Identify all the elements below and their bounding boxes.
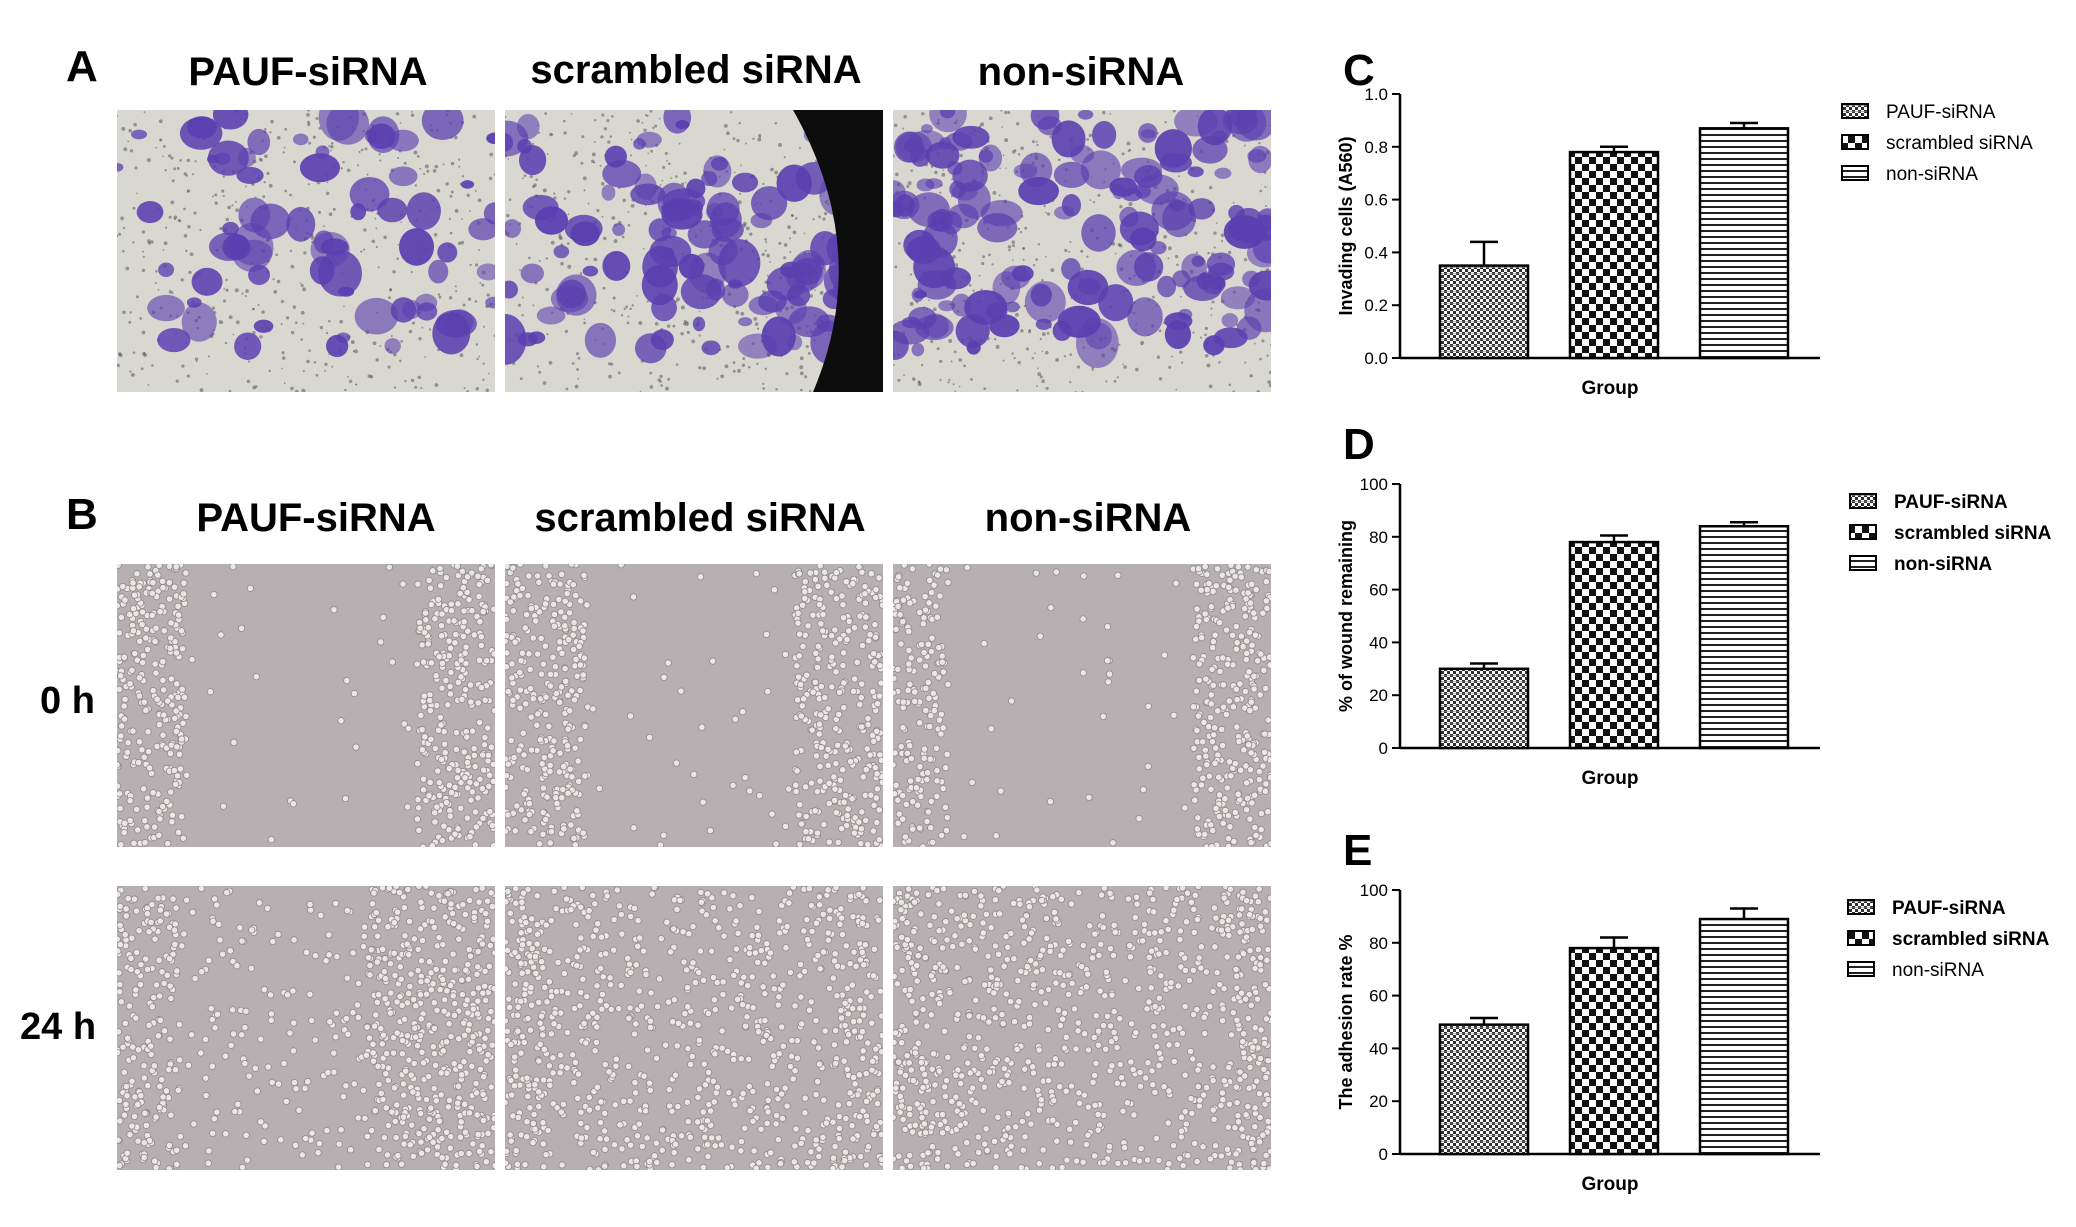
y-tick-label: 80	[1369, 934, 1388, 953]
legend-label-2: non-siRNA	[1892, 960, 1984, 981]
bar-2	[1698, 524, 1790, 750]
invasion-micrograph-non	[893, 110, 1271, 392]
legend-label-0: PAUF-siRNA	[1892, 898, 2006, 919]
y-axis-label: % of wound remaining	[1336, 520, 1356, 712]
panel-e-label: E	[1343, 826, 1373, 875]
invasion-micrograph-scrambled	[505, 110, 883, 392]
panel-b-title-non: non-siRNA	[984, 496, 1192, 540]
y-tick-label: 40	[1369, 1039, 1388, 1058]
y-axis-label: Invading cells (A560)	[1336, 136, 1356, 315]
y-axis-label: The adhesion rate %	[1336, 934, 1356, 1109]
x-axis-label: Group	[1582, 378, 1639, 399]
x-axis-label: Group	[1582, 768, 1639, 789]
y-tick-label: 0.4	[1364, 243, 1388, 262]
panel-a-label: A	[66, 42, 98, 91]
panel-a-title-non: non-siRNA	[977, 50, 1185, 94]
wound-bar-chart: 0 20 40 60 80 100 Group % of wound remaining PAU…	[1336, 475, 2052, 789]
wound-micrograph-scrambled-0h	[505, 564, 883, 847]
row-label-0h: 0 h	[40, 680, 95, 722]
row-label-24h: 24 h	[20, 1006, 97, 1048]
y-tick-label: 0.0	[1364, 349, 1388, 368]
y-tick-label: 0	[1379, 739, 1388, 758]
bar-2	[1698, 917, 1790, 1156]
legend-swatch-0	[1849, 493, 1877, 509]
legend-swatch-2	[1841, 165, 1869, 181]
legend-swatch-0	[1841, 103, 1869, 119]
bar-1	[1568, 150, 1660, 360]
bar-0	[1438, 264, 1530, 360]
wound-micrograph-pauf-0h	[117, 564, 495, 847]
legend-swatch-1	[1849, 524, 1877, 540]
wound-micrograph-non-24h	[893, 886, 1271, 1170]
invasion-micrograph-pauf	[117, 110, 495, 392]
wound-micrograph-non-0h	[893, 564, 1271, 847]
legend-swatch-1	[1841, 134, 1869, 150]
y-tick-label: 60	[1369, 987, 1388, 1006]
legend-swatch-2	[1849, 555, 1877, 571]
legend-label-2: non-siRNA	[1886, 164, 1978, 185]
y-tick-label: 100	[1360, 475, 1388, 494]
legend-label-2: non-siRNA	[1894, 554, 1992, 575]
wound-micrograph-scrambled-24h	[505, 886, 883, 1170]
panel-a-title-pauf: PAUF-siRNA	[188, 50, 428, 94]
y-tick-label: 0	[1379, 1145, 1388, 1164]
adhesion-bar-chart: 0 20 40 60 80 100 Group The adhesion rate % PAUF…	[1336, 881, 2050, 1195]
bar-1	[1568, 540, 1660, 750]
y-tick-label: 0.6	[1364, 191, 1388, 210]
panel-b-title-pauf: PAUF-siRNA	[196, 496, 436, 540]
bar-2	[1698, 127, 1790, 360]
legend-label-0: PAUF-siRNA	[1894, 492, 2008, 513]
y-tick-label: 40	[1369, 633, 1388, 652]
legend-label-1: scrambled siRNA	[1886, 133, 2033, 154]
panel-d-label: D	[1343, 420, 1375, 469]
wound-micrograph-pauf-24h	[117, 886, 495, 1170]
legend-swatch-2	[1847, 961, 1875, 977]
y-tick-label: 20	[1369, 1092, 1388, 1111]
legend-label-1: scrambled siRNA	[1894, 523, 2052, 544]
bar-1	[1568, 946, 1660, 1156]
invasion-bar-chart: 0.0 0.2 0.4 0.6 0.8 1.0 Group Invading cells (A…	[1336, 85, 2033, 399]
panel-b-title-scrambled: scrambled siRNA	[534, 496, 866, 540]
x-axis-label: Group	[1582, 1174, 1639, 1195]
panel-b-label: B	[66, 490, 98, 539]
y-tick-label: 80	[1369, 528, 1388, 547]
y-tick-label: 100	[1360, 881, 1388, 900]
panel-c-label: C	[1343, 46, 1375, 95]
bar-0	[1438, 1023, 1530, 1156]
y-tick-label: 60	[1369, 581, 1388, 600]
legend-label-1: scrambled siRNA	[1892, 929, 2050, 950]
y-tick-label: 0.8	[1364, 138, 1388, 157]
bar-0	[1438, 667, 1530, 750]
legend-label-0: PAUF-siRNA	[1886, 102, 1996, 123]
y-tick-label: 1.0	[1364, 85, 1388, 104]
y-tick-label: 0.2	[1364, 296, 1388, 315]
y-tick-label: 20	[1369, 686, 1388, 705]
legend-swatch-0	[1847, 899, 1875, 915]
legend-swatch-1	[1847, 930, 1875, 946]
panel-a-title-scrambled: scrambled siRNA	[530, 48, 862, 92]
